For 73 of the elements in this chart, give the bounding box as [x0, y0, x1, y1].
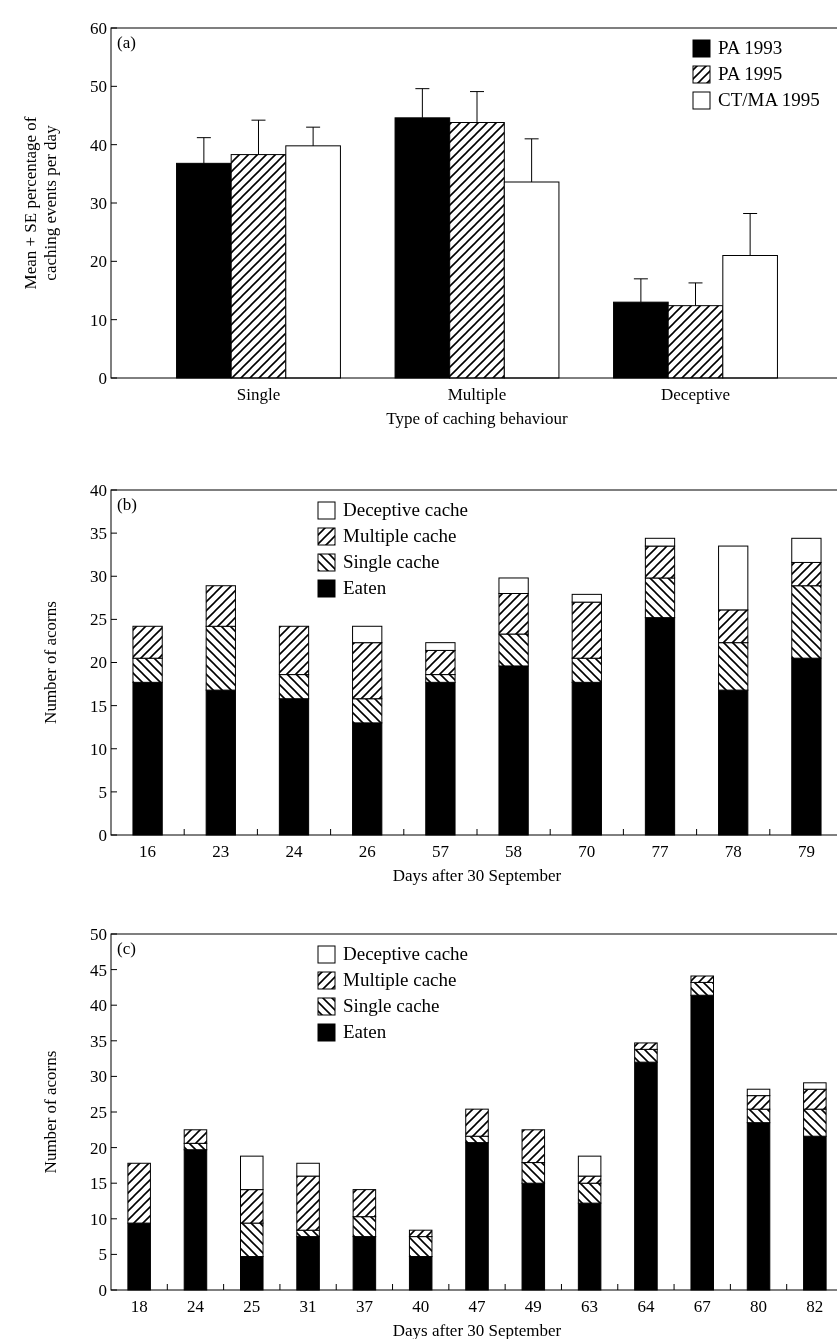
- y-tick-label: 30: [90, 193, 107, 213]
- x-tick-label: 49: [524, 1297, 542, 1316]
- x-tick-label: Deceptive: [661, 385, 730, 404]
- y-tick-label: 10: [90, 739, 107, 759]
- legend-label: Eaten: [343, 577, 387, 598]
- x-tick-label: 77: [651, 842, 669, 861]
- legend-label: Multiple cache: [343, 969, 457, 990]
- chart-title: (a): [117, 33, 136, 52]
- legend-label: Deceptive cache: [343, 943, 468, 964]
- x-tick-label: 78: [724, 842, 742, 861]
- x-tick-label: Multiple: [447, 385, 507, 404]
- y-tick-label: 0: [98, 1280, 107, 1300]
- y-tick-label: 20: [90, 252, 107, 272]
- y-tick-label: 40: [90, 135, 107, 155]
- chart-title: (b): [117, 495, 137, 514]
- x-tick-label: 64: [637, 1297, 655, 1316]
- y-tick-label: 40: [90, 996, 107, 1016]
- y-tick-label: 10: [90, 310, 107, 330]
- x-tick-label: 16: [139, 842, 157, 861]
- x-tick-label: 40: [412, 1297, 430, 1316]
- x-tick-label: 47: [468, 1297, 486, 1316]
- x-tick-label: 18: [130, 1297, 148, 1316]
- x-tick-label: 23: [212, 842, 230, 861]
- x-tick-label: 31: [299, 1297, 317, 1316]
- legend-label: Single cache: [343, 995, 440, 1016]
- y-tick-label: 25: [90, 610, 107, 630]
- y-tick-label: 35: [90, 524, 107, 544]
- x-tick-label: 24: [285, 842, 303, 861]
- y-tick-label: 20: [90, 653, 107, 673]
- x-tick-label: 67: [693, 1297, 712, 1316]
- x-tick-label: 57: [431, 842, 450, 861]
- y-tick-label: 25: [90, 1102, 107, 1122]
- y-tick-label: 40: [90, 480, 107, 500]
- y-tick-label: 0: [98, 368, 107, 388]
- x-tick-label: Single: [236, 385, 281, 404]
- y-axis-title: Mean + SE percentage of caching events per day: [21, 116, 60, 290]
- legend-label: Single cache: [343, 551, 440, 572]
- y-axis-title: Number of acorns: [41, 601, 60, 724]
- y-tick-label: 30: [90, 1067, 107, 1087]
- legend-label: Multiple cache: [343, 525, 457, 546]
- y-tick-label: 30: [90, 567, 107, 587]
- x-tick-label: 79: [797, 842, 815, 861]
- x-tick-label: 82: [806, 1297, 824, 1316]
- y-tick-label: 15: [90, 696, 107, 716]
- x-tick-label: 70: [578, 842, 596, 861]
- x-tick-label: 25: [243, 1297, 261, 1316]
- x-tick-label: 58: [505, 842, 523, 861]
- x-axis-title: Days after 30 September: [392, 866, 562, 885]
- y-tick-label: 5: [98, 1245, 107, 1265]
- x-tick-label: 24: [186, 1297, 205, 1316]
- y-tick-label: 20: [90, 1138, 107, 1158]
- legend-label: Deceptive cache: [343, 499, 468, 520]
- x-tick-label: 80: [750, 1297, 768, 1316]
- y-tick-label: 5: [98, 782, 107, 802]
- x-tick-label: 63: [581, 1297, 599, 1316]
- y-tick-label: 60: [90, 18, 107, 38]
- legend-label: PA 1995: [718, 63, 783, 84]
- x-axis-title: Days after 30 September: [392, 1321, 562, 1339]
- y-tick-label: 0: [98, 825, 107, 845]
- legend-label: Eaten: [343, 1021, 387, 1042]
- y-tick-label: 15: [90, 1174, 107, 1194]
- x-tick-label: 37: [355, 1297, 374, 1316]
- legend-label: CT/MA 1995: [718, 89, 820, 110]
- y-tick-label: 35: [90, 1031, 107, 1051]
- y-tick-label: 50: [90, 77, 107, 97]
- y-axis-title: Number of acorns: [41, 1050, 60, 1174]
- y-tick-label: 10: [90, 1209, 107, 1229]
- chart-title: (c): [117, 939, 136, 958]
- x-tick-label: 26: [358, 842, 376, 861]
- legend-label: PA 1993: [718, 37, 783, 58]
- y-tick-label: 45: [90, 960, 107, 980]
- y-tick-label: 50: [90, 924, 107, 944]
- x-axis-title: Type of caching behaviour: [386, 409, 569, 428]
